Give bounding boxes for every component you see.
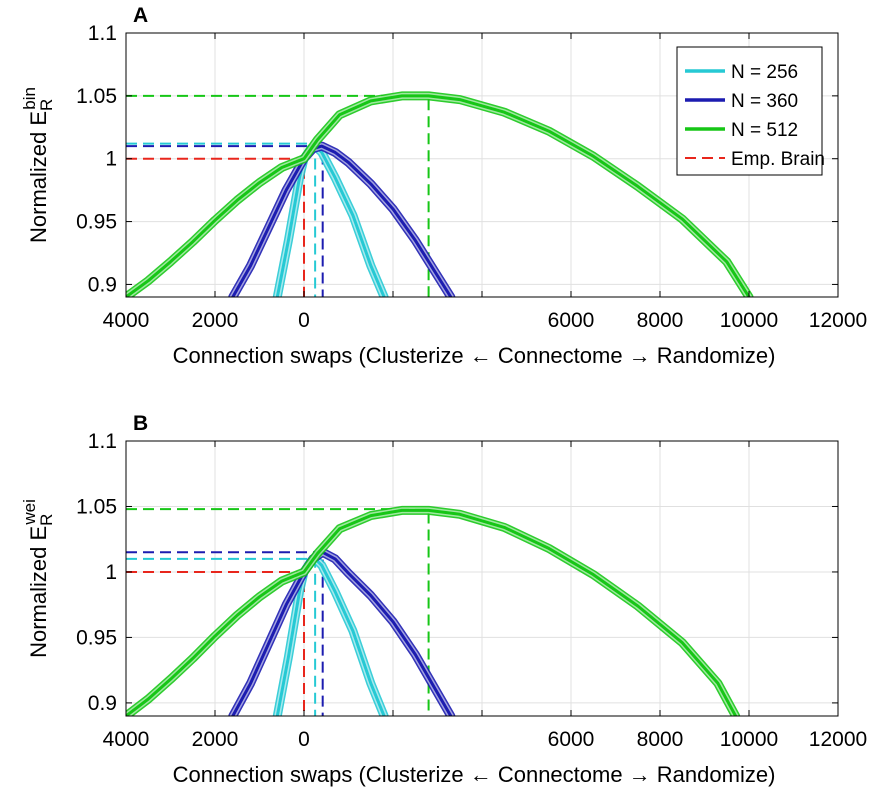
panel-a-x-tick-label: 12000 [809, 309, 867, 332]
legend-label-n-256: N = 256 [731, 62, 798, 83]
panel-b-plot-area [126, 505, 741, 716]
panel-b-y-tick-label: 0.9 [88, 692, 117, 715]
panel-b-x-axis-label: Connection swaps (Clusterize ← Connectom… [173, 762, 776, 787]
panel-a-x-tick-label: 10000 [720, 309, 778, 332]
legend-label-n-360: N = 360 [731, 91, 798, 112]
svg-text:Normalized ERwei: Normalized ERwei [20, 499, 56, 658]
panel-b-x-tick-label: 6000 [548, 728, 595, 751]
panel-b-x-tick-label: 4000 [103, 728, 150, 751]
panel-b-y-axis-label-sup: wei [20, 499, 39, 526]
panel-a-x-tick-label: 0 [298, 309, 310, 332]
panel-a-y-tick-label: 0.95 [76, 211, 117, 234]
panel-a-series-band-inner-n-512 [126, 92, 752, 297]
panel-a-y-axis-label: Normalized ERbin [20, 87, 56, 243]
panel-a-x-tick-label: 8000 [637, 309, 684, 332]
panel-a-x-tick-label: 4000 [103, 309, 150, 332]
panel-b-grid [125, 440, 839, 716]
svg-text:Normalized ERbin: Normalized ERbin [20, 87, 56, 243]
panel-letter-a: A [133, 4, 148, 27]
panel-a-y-tick-label: 1 [105, 148, 117, 171]
legend-label-emp-brain: Emp. Brain [731, 149, 825, 170]
panel-b-series-band-n-360 [228, 547, 456, 716]
legend-box [676, 46, 823, 176]
panel-a-y-tick-label: 0.9 [88, 273, 117, 296]
panel-b-series-line-n-512 [126, 508, 738, 716]
panel-a-y-tick-label: 1.1 [88, 22, 117, 45]
panel-a-series-line-n-512 [126, 94, 751, 297]
panel-b-x-tick-label: 10000 [720, 728, 778, 751]
panel-b-x-tick-label: 2000 [192, 728, 239, 751]
panel-a-y-axis-label-main: Normalized E [26, 111, 51, 243]
panel-b-series-line-n-360 [231, 550, 453, 716]
panel-b-y-axis-label: Normalized ERwei [20, 499, 56, 658]
panel-b-x-tick-label: 8000 [637, 728, 684, 751]
panel-b: B 4000 2000 0 6000 8000 10000 12000 0.9 0.95 1 1.05… [20, 412, 867, 787]
panel-b-y-axis-label-sub: R [37, 514, 56, 526]
panel-a-x-tick-label: 2000 [192, 309, 239, 332]
panel-b-y-tick-label: 1.05 [76, 495, 117, 518]
panel-b-y-tick-label: 0.95 [76, 626, 117, 649]
legend-label-n-512: N = 512 [731, 120, 798, 141]
panel-a: A 4000 2000 0 6000 8000 10000 12000 0.9 0.95 1 1.05… [20, 4, 867, 368]
panel-a-series-line-n-360 [231, 144, 453, 297]
panel-a-x-tick-label: 6000 [548, 309, 595, 332]
legend: N = 256 N = 360 N = 512 Emp. Brain [676, 46, 825, 176]
panel-letter-b: B [133, 412, 148, 435]
panel-b-y-tick-label: 1 [105, 561, 117, 584]
panel-b-y-axis-label-main: Normalized E [26, 526, 51, 658]
panel-b-series-band-inner-n-360 [229, 549, 454, 716]
panel-b-x-tick-label: 0 [298, 728, 310, 751]
panel-b-y-tick-label: 1.1 [88, 430, 117, 453]
panel-a-plot-area [126, 91, 754, 297]
panel-a-y-axis-label-sup: bin [20, 87, 39, 110]
panel-a-y-axis-label-sub: R [37, 99, 56, 111]
panel-b-x-tick-label: 12000 [809, 728, 867, 751]
panel-a-y-tick-label: 1.05 [76, 85, 117, 108]
panel-a-x-axis-label: Connection swaps (Clusterize ← Connectom… [173, 343, 776, 368]
